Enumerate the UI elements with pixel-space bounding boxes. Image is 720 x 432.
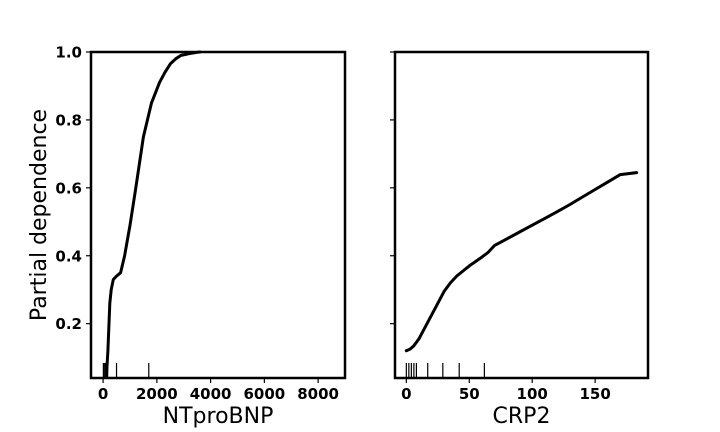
ntprobnp-pd-line — [104, 50, 202, 378]
y-axis-label: Partial dependence — [27, 109, 52, 321]
crp2-x-tick-label: 100 — [517, 385, 548, 403]
crp2-x-tick-label: 0 — [401, 385, 411, 403]
crp2-x-axis-label: CRP2 — [493, 404, 551, 429]
ntprobnp-y-tick-label: 0.6 — [55, 179, 82, 197]
crp2-pd-line — [404, 171, 639, 353]
ntprobnp-y-tick-label: 0.2 — [55, 315, 82, 333]
ntprobnp-x-tick-label: 4000 — [190, 385, 232, 403]
ntprobnp-y-tick-label: 1.0 — [55, 44, 82, 62]
ntprobnp-x-tick-label: 2000 — [136, 385, 178, 403]
panel-crp2: 0 50 100 150 CRP2 — [390, 50, 650, 429]
crp2-x-tick-label: 50 — [459, 385, 480, 403]
ntprobnp-x-axis-label: NTproBNP — [163, 404, 274, 429]
ntprobnp-plot-frame — [89, 50, 347, 380]
ntprobnp-x-tick-label: 6000 — [243, 385, 285, 403]
ntprobnp-y-tick-label: 0.4 — [55, 247, 82, 265]
panel-ntprobnp: 0 2000 4000 6000 8000 0.2 0.4 0.6 0.8 1.0 NTproBNP… — [27, 44, 347, 429]
ntprobnp-y-tick-label: 0.8 — [55, 111, 82, 129]
crp2-plot-frame — [393, 50, 650, 380]
ntprobnp-x-tick-label: 8000 — [297, 385, 339, 403]
ntprobnp-x-tick-label: 0 — [98, 385, 108, 403]
crp2-x-tick-label: 150 — [579, 385, 610, 403]
